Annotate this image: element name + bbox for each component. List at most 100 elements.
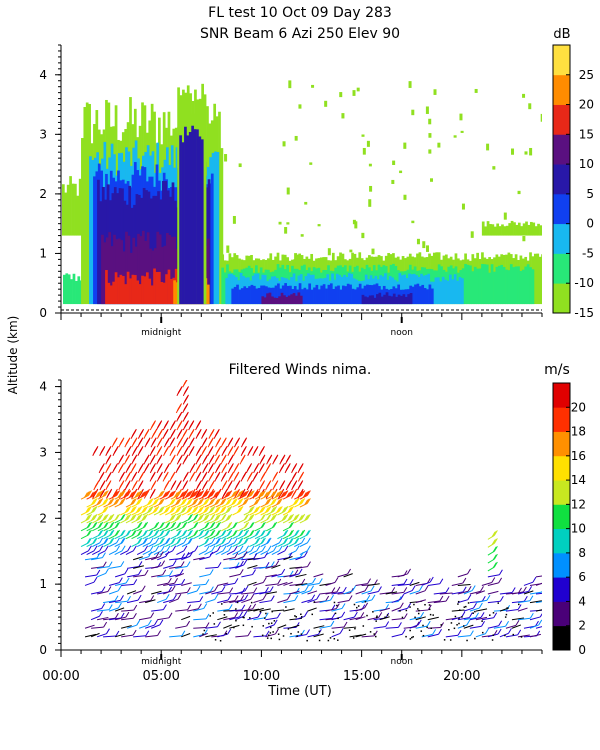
wind-barb: [156, 463, 163, 474]
snr-cell: [485, 264, 489, 305]
wind-barb: [253, 587, 269, 595]
wind-barb: [505, 629, 522, 638]
snr-cell: [317, 224, 321, 227]
snr-cell: [510, 220, 514, 236]
snr-cell: [103, 242, 107, 305]
wind-calm-dot: [213, 623, 216, 625]
wind-barb: [239, 454, 246, 465]
wind-barb: [215, 529, 227, 540]
wind-barb: [98, 471, 105, 482]
wind-calm-dot: [311, 613, 314, 616]
wind-barb: [240, 437, 248, 448]
wind-barb: [195, 445, 202, 456]
wind-calm-dot: [374, 635, 377, 638]
wind-barb: [193, 506, 205, 516]
wind-barb: [288, 498, 300, 508]
wind-calm-dot: [417, 608, 419, 610]
snr-cell: [446, 280, 450, 305]
wind-barb: [260, 537, 272, 548]
wind-calm-dot: [294, 615, 296, 617]
wind-calm-dot: [278, 638, 281, 641]
wind-calm-dot: [369, 631, 372, 633]
wind-calm-dot: [440, 624, 442, 626]
wind-barb: [313, 625, 325, 629]
wind-barb: [481, 629, 498, 638]
wind-barb: [195, 454, 202, 465]
wind-x-tick-label: 10:00: [243, 669, 280, 684]
wind-barb: [92, 529, 104, 540]
wind-colorbar-label: 4: [578, 594, 586, 608]
snr-cell: [141, 275, 144, 305]
wind-barb: [469, 612, 485, 621]
snr-cell: [404, 289, 408, 305]
snr-cell: [262, 285, 266, 305]
snr-cell: [459, 113, 463, 121]
wind-barb: [409, 581, 420, 586]
wind-barb: [133, 565, 144, 569]
wind-barb: [221, 545, 233, 555]
snr-cell: [522, 236, 526, 242]
snr-cell: [231, 288, 235, 305]
wind-barb: [246, 488, 253, 499]
snr-cell: [284, 227, 288, 234]
snr-y-tick-label: 1: [39, 246, 47, 260]
snr-cell: [428, 149, 432, 154]
snr-cell: [513, 222, 516, 236]
wind-barb: [188, 437, 195, 448]
snr-cell: [361, 232, 365, 239]
wind-barb: [307, 607, 317, 612]
wind-calm-dot: [209, 615, 211, 617]
snr-cell: [428, 118, 432, 125]
snr-cell: [395, 296, 398, 305]
wind-calm-dot: [449, 639, 452, 641]
wind-calm-dot: [354, 627, 356, 630]
snr-cell: [341, 113, 345, 119]
wind-barb: [201, 428, 208, 439]
wind-barb: [325, 577, 339, 586]
snr-cell: [380, 296, 384, 305]
wind-barb: [517, 586, 533, 595]
wind-barb: [271, 609, 285, 612]
wind-calm-dot: [461, 616, 463, 618]
snr-cell: [238, 289, 242, 305]
wind-barb: [361, 585, 375, 595]
wind-barb: [204, 513, 216, 524]
wind-barb: [535, 582, 542, 586]
snr-cell: [131, 274, 135, 305]
snr-cell: [402, 294, 406, 305]
wind-barb: [198, 529, 210, 540]
snr-cell: [524, 266, 528, 305]
wind-calm-dot: [412, 636, 414, 638]
snr-cell: [186, 135, 190, 305]
wind-barb: [125, 490, 137, 500]
snr-cell: [449, 274, 452, 305]
wind-barb: [182, 471, 189, 482]
wind-barb: [217, 616, 228, 621]
snr-cell: [500, 264, 504, 305]
snr-cell: [394, 288, 398, 305]
wind-barb: [108, 537, 120, 548]
wind-barb: [529, 619, 542, 629]
wind-barb: [131, 445, 138, 456]
wind-barb: [451, 611, 466, 621]
snr-cell: [433, 89, 437, 95]
wind-calm-dot: [405, 609, 408, 612]
wind-barb: [118, 480, 125, 491]
wind-barb: [260, 498, 272, 508]
wind-calm-dot: [517, 603, 520, 606]
wind-barb: [299, 498, 311, 508]
wind-calm-dot: [242, 616, 244, 619]
wind-barb: [209, 521, 221, 532]
wind-barb: [223, 578, 239, 586]
wind-barb: [80, 506, 92, 516]
wind-colorbar-label: 10: [571, 522, 586, 536]
snr-cell: [368, 284, 372, 305]
snr-heatmap-image: [62, 80, 542, 305]
wind-barb: [176, 445, 183, 456]
wind-barb: [246, 471, 253, 482]
wind-barb: [112, 445, 119, 456]
snr-cell: [324, 100, 328, 107]
snr-cell: [371, 295, 374, 305]
wind-barb: [193, 556, 205, 561]
wind-barb: [469, 586, 484, 595]
